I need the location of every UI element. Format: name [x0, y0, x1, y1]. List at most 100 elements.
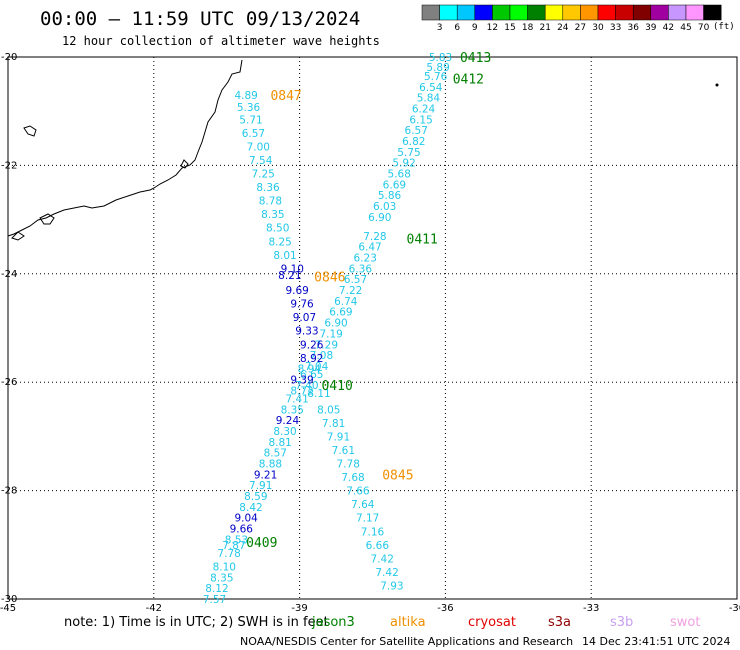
wave-height-value: 7.08 [310, 350, 333, 362]
island-dot [715, 83, 719, 87]
pass-time-labels: 0413 0412 0847 0411 0846 0410 0845 0409 [246, 51, 491, 551]
colorbar-unit: (ft) [713, 22, 735, 32]
colorbar-tick-label: 9 [472, 23, 478, 33]
wave-height-value: 6.90 [324, 318, 347, 330]
wave-height-value: 6.69 [383, 179, 406, 191]
satellite-name: swot [670, 615, 700, 630]
wave-height-value: 7.41 [285, 393, 308, 405]
wave-height-value: 6.66 [366, 540, 390, 552]
pass-time-label: 0846 [314, 271, 345, 286]
wave-height-value: 6.82 [402, 136, 425, 148]
colorbar-swatch [527, 4, 546, 21]
wave-height-value: 5.83 [429, 52, 452, 64]
pass-time-label: 0413 [460, 51, 491, 66]
wave-height-value: 9.66 [230, 524, 254, 536]
wave-height-value: 5.92 [392, 158, 415, 170]
note-prefix: note: 1) Time is in UTC; 2) SWH is in fe… [64, 615, 329, 630]
colorbar-tick-label: 21 [539, 23, 550, 33]
wave-height-value: 5.76 [424, 71, 448, 83]
wave-height-value: 6.74 [334, 296, 358, 308]
colorbar-tick-label: 42 [663, 23, 674, 33]
lon-tick-label: -45 [0, 603, 16, 614]
wave-height-value: 6.54 [419, 82, 443, 94]
wave-height-value: 6.69 [329, 307, 352, 319]
wave-height-value: 8.36 [256, 182, 280, 194]
footer-timestamp: 14 Dec 23:41:51 UTC 2024 [582, 635, 730, 648]
wave-height-value: 8.01 [273, 250, 296, 262]
pass-time-label: 0412 [453, 73, 484, 88]
wave-height-value: 9.39 [290, 374, 313, 386]
wave-height-value: 7.16 [361, 526, 385, 538]
colorbar-swatch [650, 4, 669, 21]
colorbar-tick-label: 12 [487, 23, 498, 33]
lat-tick-label: -26 [1, 377, 17, 388]
wave-height-value: 7.42 [371, 553, 394, 565]
colorbar-swatch [562, 4, 581, 21]
wave-height-value: 6.03 [373, 201, 396, 213]
wave-height-value: 8.42 [239, 502, 262, 514]
satellite-name: jason3 [311, 615, 355, 630]
colorbar-swatch [544, 4, 564, 21]
wave-height-value: 7.42 [375, 567, 398, 579]
wave-height-value: 7.91 [249, 480, 272, 492]
wave-height-value: 6.47 [358, 242, 381, 254]
colorbar-tick-label: 30 [592, 23, 604, 33]
lat-tick-label: -28 [1, 486, 17, 497]
wave-height-value: 6.57 [242, 128, 265, 140]
pass-time-label: 0411 [407, 233, 438, 248]
wave-height-value: 4.89 [234, 90, 257, 102]
wave-height-value: 7.22 [339, 285, 362, 297]
wave-height-value: 7.78 [337, 459, 360, 471]
wave-height-value: 8.05 [317, 404, 340, 416]
colorbar-tick-label: 15 [504, 23, 515, 33]
wave-height-value: 9.33 [295, 326, 318, 338]
wave-height-value: 8.81 [268, 437, 291, 449]
wave-height-value: 8.35 [281, 404, 304, 416]
colorbar-tick-label: 39 [645, 23, 657, 33]
pass-time-label: 0410 [321, 379, 352, 394]
wave-height-value: 7.91 [327, 431, 350, 443]
wave-height-value: 9.07 [293, 312, 316, 324]
lon-tick-label: -36 [437, 603, 453, 614]
colorbar-swatch [597, 4, 616, 21]
wave-height-value: 7.61 [332, 445, 355, 457]
lat-tick-label: -20 [1, 52, 17, 63]
wave-height-value: 9.26 [300, 339, 324, 351]
colorbar-swatch [421, 4, 440, 21]
colorbar-tick-label: 18 [522, 23, 534, 33]
wave-height-value: 9.69 [285, 285, 308, 297]
pass-time-label: 0845 [382, 468, 413, 483]
wave-height-value: 7.28 [363, 231, 386, 243]
wave-height-value: 5.36 [237, 102, 261, 114]
satellite-name: s3a [548, 615, 571, 630]
map-subtitle: 12 hour collection of altimeter wave hei… [62, 34, 380, 48]
colorbar-tick-label: 36 [627, 23, 639, 33]
colorbar-swatch [685, 4, 704, 21]
wave-height-value: 7.64 [351, 499, 375, 511]
wave-height-value: 6.90 [368, 212, 391, 224]
wave-height-value: 5.89 [426, 62, 449, 74]
footer-org: NOAA/NESDIS Center for Satellite Applica… [240, 635, 573, 648]
colorbar-tick-label: 6 [454, 23, 460, 33]
wave-height-value: 7.40 [295, 380, 318, 392]
colorbar-tick-label: 24 [557, 23, 569, 33]
wave-height-value: 7.68 [341, 472, 364, 484]
wave-height-value: 7.04 [305, 361, 329, 373]
wave-height-value: 7.87 [222, 540, 245, 552]
colorbar-swatch [456, 4, 476, 21]
wave-height-value: 6.65 [300, 369, 323, 381]
satellite-name: s3b [610, 615, 633, 630]
wave-height-labels: 5.835.895.766.545.846.246.156.576.825.75… [203, 52, 452, 606]
wave-height-value: 8.11 [307, 388, 330, 400]
wave-height-value: 6.23 [354, 253, 377, 265]
map-title: 00:00 – 11:59 UTC 09/13/2024 [40, 8, 360, 30]
wave-height-value: 6.57 [344, 274, 367, 286]
wave-height-value: 8.78 [259, 196, 282, 208]
wave-height-value: 8.21 [278, 270, 301, 282]
wave-height-value: 6.36 [349, 263, 373, 275]
axis-tick-labels: -45 -42 -39 -36 -33 -30 -20 -22 -24 -26 -28 -30 [0, 52, 740, 614]
wave-height-value: 5.84 [417, 93, 441, 105]
wave-height-value: 8.53 [225, 534, 248, 546]
colorbar-swatch [492, 4, 511, 21]
